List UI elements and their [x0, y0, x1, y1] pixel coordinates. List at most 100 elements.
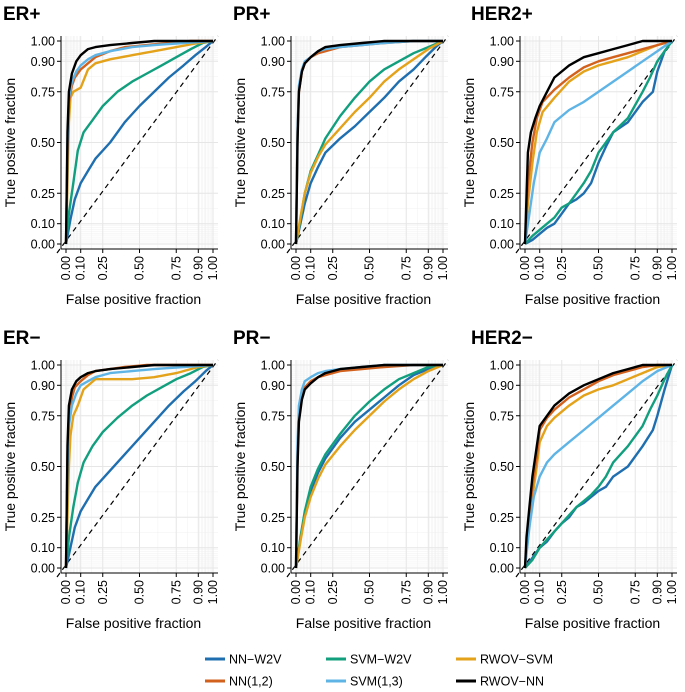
legend: NN−W2V SVM−W2V RWOV−SVM NN(1,2) SVM(1,3) RWOV…: [205, 653, 553, 689]
y-tick-label: 0.50: [490, 460, 514, 474]
panel-title: ER+: [3, 4, 41, 25]
y-tick-label: 1.00: [490, 35, 514, 49]
y-tick-label: 0.90: [261, 379, 285, 393]
reference-diagonal: [286, 359, 449, 578]
x-tick-label: 0.10: [304, 580, 318, 604]
y-tick-label: 0.10: [490, 541, 514, 555]
series-line: [294, 40, 444, 245]
reference-diagonal: [56, 359, 219, 578]
reference-diagonal: [286, 35, 449, 254]
legend-item: NN−W2V: [205, 653, 282, 667]
series-line: [524, 364, 674, 569]
y-tick-label: 0.75: [31, 409, 55, 423]
panel-title: PR−: [233, 328, 271, 349]
legend-label: SVM(1,3): [350, 675, 403, 689]
y-tick-label: 0.00: [490, 562, 514, 576]
x-tick-label: 0.50: [592, 256, 606, 280]
reference-diagonal: [515, 35, 678, 254]
x-tick-label: 0.90: [650, 256, 664, 280]
x-tick-label: 0.25: [555, 580, 569, 604]
reference-diagonal: [56, 35, 219, 254]
x-tick-label: 0.00: [59, 256, 73, 280]
series-line: [64, 364, 214, 569]
y-tick-label: 1.00: [490, 359, 514, 373]
x-tick-label: 0.25: [326, 580, 340, 604]
y-tick-label: 0.10: [261, 217, 285, 231]
series-line: [64, 363, 214, 569]
legend-item: RWOV−SVM: [456, 653, 553, 667]
y-tick-label: 0.90: [31, 379, 55, 393]
y-tick-label: 0.00: [31, 562, 55, 576]
x-tick-label: 0.90: [191, 256, 205, 280]
y-tick-label: 0.75: [31, 85, 55, 99]
y-tick-label: 0.75: [261, 409, 285, 423]
y-tick-label: 0.10: [31, 541, 55, 555]
series-line: [523, 363, 672, 569]
x-tick-label: 1.00: [665, 256, 679, 280]
roc-panel: PR−0.000.000.100.100.250.250.500.500.750…: [232, 328, 450, 631]
x-tick-label: 0.10: [74, 256, 88, 280]
y-tick-label: 0.25: [31, 511, 55, 525]
series-line: [294, 39, 444, 245]
x-tick-label: 0.75: [169, 256, 183, 280]
y-tick-label: 0.10: [261, 541, 285, 555]
y-tick-label: 0.90: [31, 55, 55, 69]
y-tick-label: 0.10: [31, 217, 55, 231]
legend-label: RWOV−SVM: [480, 653, 553, 667]
series-line: [294, 363, 444, 569]
y-tick-label: 0.00: [31, 238, 55, 252]
y-tick-label: 0.25: [490, 187, 514, 201]
x-tick-label: 0.00: [59, 580, 73, 604]
y-tick-label: 0.10: [490, 217, 514, 231]
y-tick-label: 0.50: [261, 136, 285, 150]
x-axis-title: False positive fraction: [66, 615, 201, 631]
y-tick-label: 0.75: [490, 409, 514, 423]
y-tick-label: 1.00: [31, 359, 55, 373]
series-line: [294, 39, 443, 245]
legend-label: NN−W2V: [229, 653, 282, 667]
x-tick-label: 0.25: [96, 256, 110, 280]
series-line: [64, 39, 213, 245]
series-line: [64, 39, 214, 245]
x-tick-label: 1.00: [206, 256, 220, 280]
x-tick-label: 0.10: [74, 580, 88, 604]
y-tick-label: 0.25: [261, 511, 285, 525]
y-axis-title: True positive fraction: [232, 78, 248, 207]
panel-title: ER−: [3, 328, 41, 349]
x-tick-label: 0.10: [533, 256, 547, 280]
y-tick-label: 0.90: [261, 55, 285, 69]
x-tick-label: 0.50: [363, 580, 377, 604]
x-tick-label: 0.50: [592, 580, 606, 604]
y-tick-label: 0.25: [31, 187, 55, 201]
legend-item: NN(1,2): [205, 675, 273, 689]
x-axis-title: False positive fraction: [525, 291, 660, 307]
y-tick-label: 1.00: [31, 35, 55, 49]
legend-item: SVM(1,3): [326, 675, 403, 689]
reference-diagonal: [515, 359, 678, 578]
roc-panel: HER2−0.000.000.100.100.250.250.500.500.7…: [461, 328, 679, 631]
x-tick-label: 0.25: [96, 580, 110, 604]
y-tick-label: 0.50: [490, 136, 514, 150]
x-tick-label: 0.75: [169, 580, 183, 604]
roc-panel: PR+0.000.000.100.100.250.250.500.500.750…: [232, 4, 450, 307]
y-tick-label: 0.90: [490, 55, 514, 69]
series-line: [294, 363, 443, 569]
legend-item: RWOV−NN: [456, 675, 544, 689]
x-tick-label: 0.50: [363, 256, 377, 280]
x-tick-label: 0.50: [133, 256, 147, 280]
y-tick-label: 0.25: [490, 511, 514, 525]
x-axis-title: False positive fraction: [296, 291, 431, 307]
x-tick-label: 0.90: [421, 256, 435, 280]
series-line: [523, 363, 673, 569]
x-tick-label: 1.00: [436, 580, 450, 604]
series-line: [294, 363, 444, 569]
y-tick-label: 0.25: [261, 187, 285, 201]
x-tick-label: 0.75: [628, 256, 642, 280]
y-tick-label: 0.00: [490, 238, 514, 252]
y-axis-title: True positive fraction: [2, 78, 18, 207]
x-tick-label: 1.00: [436, 256, 450, 280]
x-tick-label: 1.00: [665, 580, 679, 604]
y-tick-label: 0.50: [31, 136, 55, 150]
x-tick-label: 0.00: [518, 256, 532, 280]
